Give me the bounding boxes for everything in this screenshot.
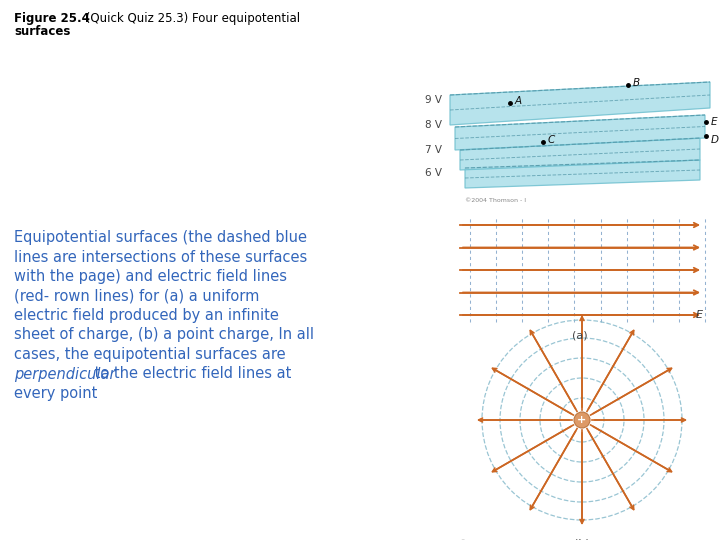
Text: 6 V: 6 V	[425, 168, 442, 178]
Text: +: +	[577, 415, 587, 425]
Text: ©2004 Thomson - I: ©2004 Thomson - I	[465, 198, 526, 203]
Text: with the page) and electric field lines: with the page) and electric field lines	[14, 269, 287, 284]
Text: Equipotential surfaces (the dashed blue: Equipotential surfaces (the dashed blue	[14, 230, 307, 245]
Text: every point: every point	[14, 386, 97, 401]
Circle shape	[574, 412, 590, 428]
Text: cases, the equipotential surfaces are: cases, the equipotential surfaces are	[14, 347, 286, 362]
Text: 9 V: 9 V	[425, 95, 442, 105]
Text: B: B	[633, 78, 640, 88]
Text: electric field produced by an infinite: electric field produced by an infinite	[14, 308, 279, 323]
Text: (Quick Quiz 25.3) Four equipotential: (Quick Quiz 25.3) Four equipotential	[82, 12, 300, 25]
Text: 8 V: 8 V	[425, 120, 442, 130]
Text: (red- rown lines) for (a) a uniform: (red- rown lines) for (a) a uniform	[14, 288, 259, 303]
Text: to the electric field lines at: to the electric field lines at	[90, 367, 292, 381]
Text: 7 V: 7 V	[425, 145, 442, 155]
Text: perpendicular: perpendicular	[14, 367, 115, 381]
Text: surfaces: surfaces	[14, 25, 71, 38]
Text: (a): (a)	[572, 331, 588, 341]
Polygon shape	[460, 138, 700, 170]
Polygon shape	[465, 160, 700, 188]
Text: Figure 25.4: Figure 25.4	[14, 12, 90, 25]
Text: (b): (b)	[574, 538, 590, 540]
Text: E: E	[696, 310, 703, 320]
Text: C: C	[548, 135, 555, 145]
Polygon shape	[450, 82, 710, 125]
Text: D: D	[711, 135, 719, 145]
Text: lines are intersections of these surfaces: lines are intersections of these surface…	[14, 249, 307, 265]
Text: sheet of charge, (b) a point charge, In all: sheet of charge, (b) a point charge, In …	[14, 327, 314, 342]
Text: E: E	[711, 117, 718, 127]
Text: A: A	[515, 96, 522, 106]
Polygon shape	[455, 115, 705, 150]
